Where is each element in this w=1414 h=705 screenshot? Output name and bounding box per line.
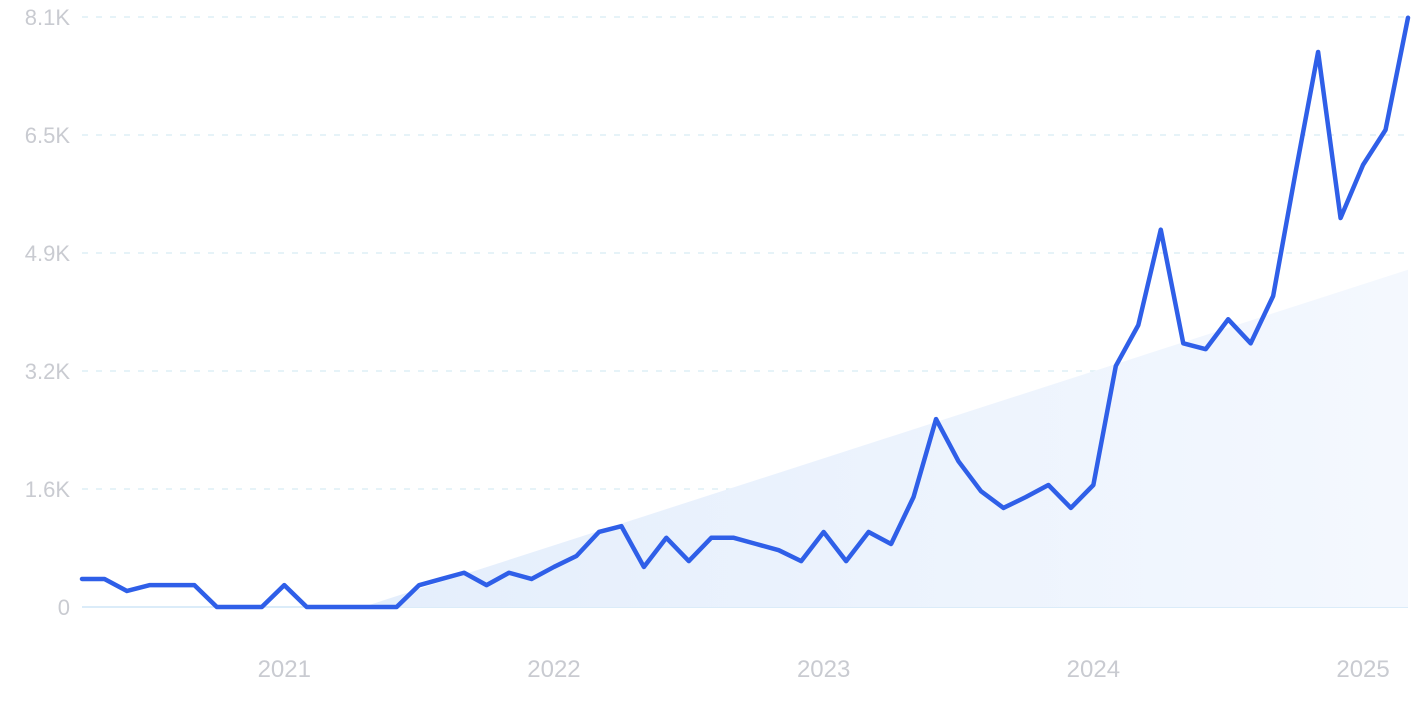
data-point[interactable] [1316,50,1320,54]
data-point[interactable] [282,583,286,587]
data-point[interactable] [664,536,668,540]
data-point[interactable] [867,530,871,534]
data-point[interactable] [552,565,556,569]
data-point[interactable] [417,583,421,587]
y-tick-label: 0 [58,595,70,620]
data-point[interactable] [912,495,916,499]
data-point[interactable] [1249,341,1253,345]
data-point[interactable] [574,554,578,558]
data-point[interactable] [260,605,264,609]
data-point[interactable] [1384,128,1388,132]
data-point[interactable] [1024,495,1028,499]
data-point[interactable] [1136,323,1140,327]
x-tick-label: 2023 [797,656,850,683]
data-point[interactable] [597,530,601,534]
y-tick-label: 1.6K [25,477,71,502]
data-point[interactable] [102,577,106,581]
data-point[interactable] [1406,16,1410,20]
y-tick-label: 8.1K [25,5,71,30]
data-point[interactable] [327,605,331,609]
data-point[interactable] [507,571,511,575]
data-point[interactable] [125,589,129,593]
y-axis: 0 1.6K 3.2K 4.9K 6.5K 8.1K [25,5,71,620]
data-point[interactable] [1046,483,1050,487]
x-tick-label: 2025 [1336,656,1389,683]
data-point[interactable] [1204,347,1208,351]
x-tick-label: 2021 [258,656,311,683]
data-point[interactable] [822,530,826,534]
data-point[interactable] [1361,163,1365,167]
data-point[interactable] [350,605,354,609]
series-group [79,15,1411,610]
data-point[interactable] [485,583,489,587]
data-point[interactable] [1114,364,1118,368]
y-tick-label: 6.5K [25,123,71,148]
data-point[interactable] [889,542,893,546]
data-point[interactable] [215,605,219,609]
data-point[interactable] [1069,506,1073,510]
series-line [79,15,1411,610]
data-point[interactable] [237,605,241,609]
data-point[interactable] [529,577,533,581]
data-point[interactable] [80,577,84,581]
y-tick-label: 4.9K [25,241,71,266]
y-tick-label: 3.2K [25,359,71,384]
data-point[interactable] [305,605,309,609]
data-point[interactable] [462,571,466,575]
data-point[interactable] [1001,506,1005,510]
trend-area [362,269,1409,607]
data-point[interactable] [957,459,961,463]
data-point[interactable] [777,548,781,552]
data-point[interactable] [979,489,983,493]
data-point[interactable] [192,583,196,587]
x-tick-label: 2024 [1067,656,1120,683]
data-point[interactable] [395,605,399,609]
data-point[interactable] [1226,317,1230,321]
data-point[interactable] [619,524,623,528]
data-point[interactable] [170,583,174,587]
data-point[interactable] [687,559,691,563]
data-point[interactable] [732,536,736,540]
data-point[interactable] [1271,294,1275,298]
data-point[interactable] [754,542,758,546]
data-point[interactable] [440,577,444,581]
x-axis: 2021 2022 2023 2024 2025 [258,656,1390,683]
data-point[interactable] [1294,170,1298,174]
data-point[interactable] [1339,216,1343,220]
data-point[interactable] [147,583,151,587]
data-point[interactable] [372,605,376,609]
trend-fill [362,269,1409,607]
x-tick-label: 2022 [527,656,580,683]
data-point[interactable] [1181,341,1185,345]
data-point[interactable] [799,559,803,563]
data-point[interactable] [642,565,646,569]
data-point[interactable] [1159,228,1163,232]
data-point[interactable] [844,559,848,563]
data-point[interactable] [934,417,938,421]
data-point[interactable] [1091,483,1095,487]
data-point[interactable] [709,536,713,540]
